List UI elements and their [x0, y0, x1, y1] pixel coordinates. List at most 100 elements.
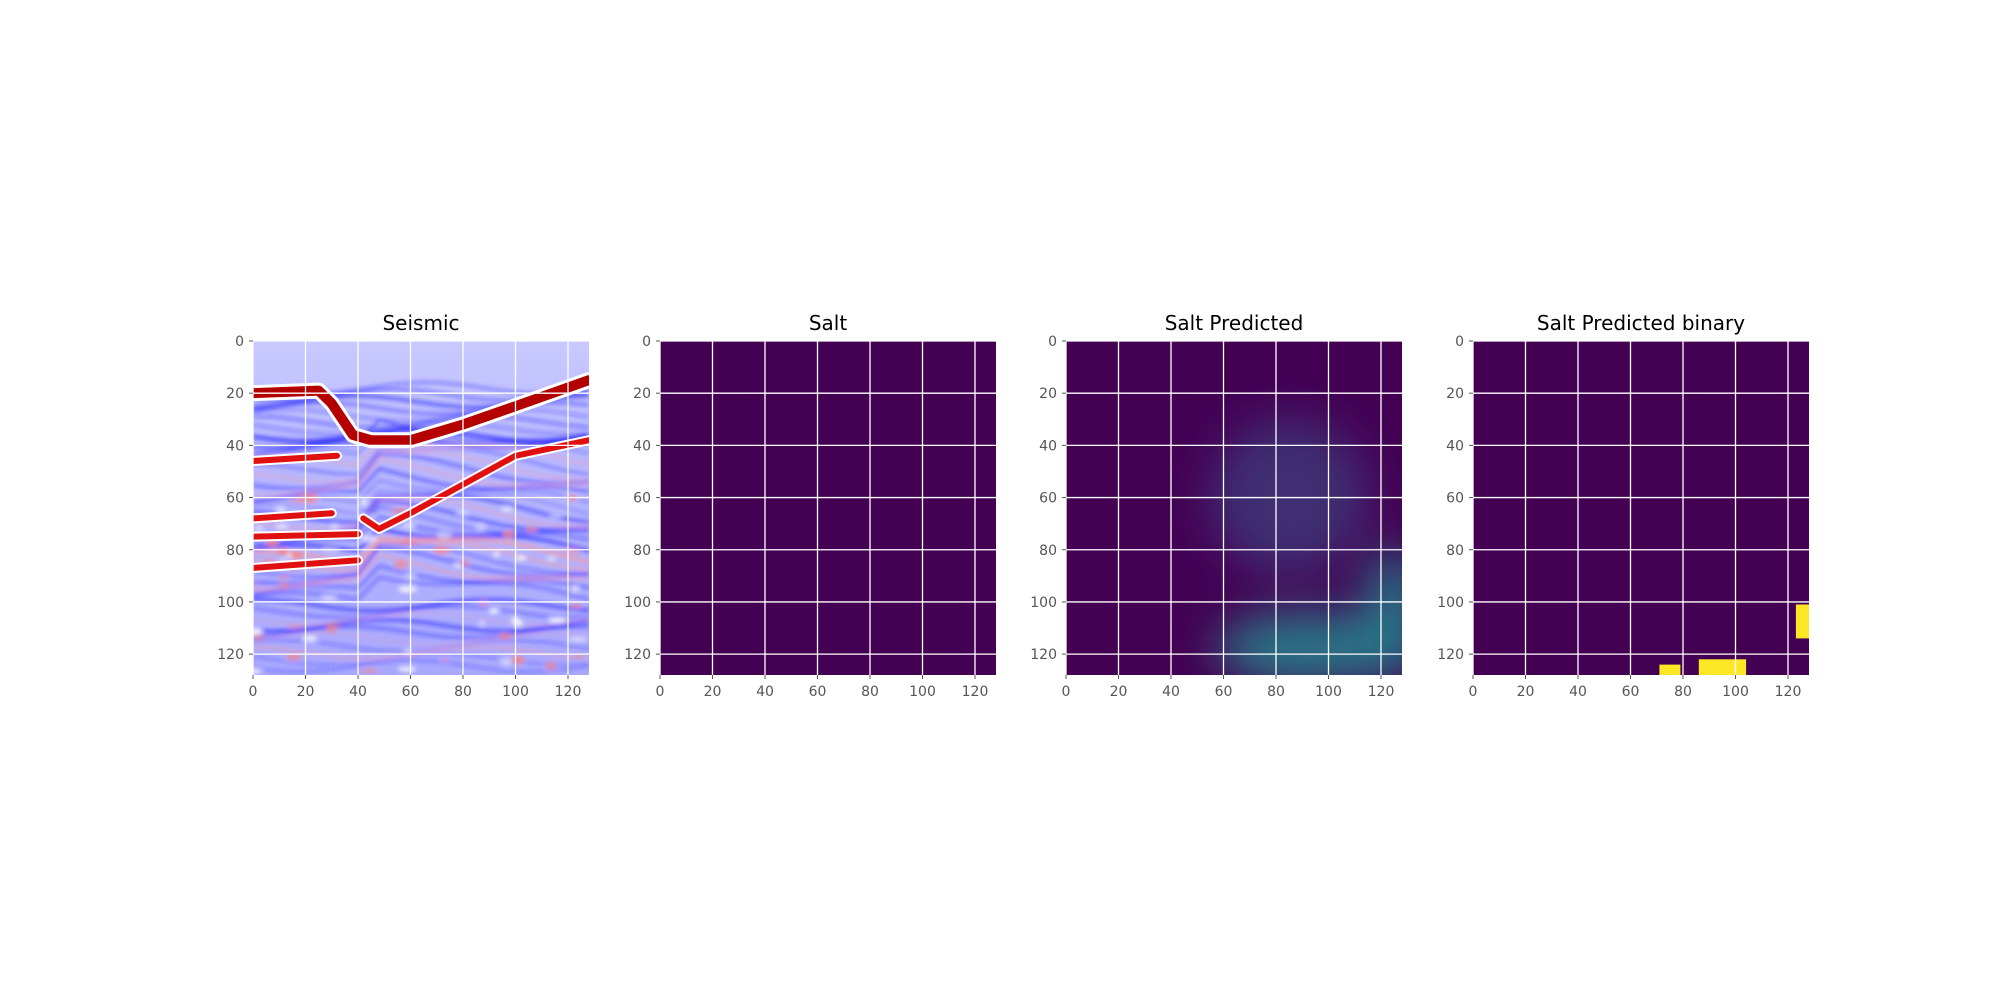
seismic-speck [361, 536, 377, 542]
x-tick-label: 100 [1722, 684, 1749, 700]
x-tick-label: 100 [502, 684, 529, 700]
x-tick-label: 100 [909, 684, 936, 700]
x-tick-label: 40 [756, 684, 774, 700]
panel-salt: Salt [660, 311, 996, 675]
seismic-speck [563, 548, 581, 555]
seismic-speck [394, 560, 408, 568]
seismic-speck [572, 586, 578, 591]
y-tick-label: 100 [217, 595, 244, 611]
seismic-speck [290, 552, 303, 560]
y-tick-label: 20 [1039, 386, 1057, 402]
panel-salt-predicted-binary: Salt Predicted binary [1473, 311, 1809, 675]
x-tick-label: 20 [297, 684, 315, 700]
seismic-speck [401, 540, 418, 545]
y-tick-label: 120 [1030, 647, 1057, 663]
seismic-speck [571, 603, 582, 608]
title-salt-predicted: Salt Predicted [1165, 311, 1304, 335]
y-tick-label: 100 [1030, 595, 1057, 611]
y-tick-label: 20 [633, 386, 651, 402]
seismic-speck [253, 634, 265, 641]
y-tick-label: 100 [1437, 595, 1464, 611]
seismic-speck [550, 514, 562, 518]
seismic-speck [402, 523, 415, 528]
salt-region [1659, 665, 1680, 675]
x-tick-label: 80 [1267, 684, 1285, 700]
seismic-speck [499, 634, 512, 640]
x-tick-label: 120 [1775, 684, 1802, 700]
seismic-speck [398, 667, 416, 672]
seismic-speck [442, 657, 448, 662]
x-tick-label: 40 [1162, 684, 1180, 700]
x-tick-label: 100 [1315, 684, 1342, 700]
x-tick-label: 60 [1622, 684, 1640, 700]
y-tick-label: 20 [226, 386, 244, 402]
seismic-speck [398, 586, 416, 593]
seismic-speck [479, 621, 485, 625]
seismic-speck [547, 557, 556, 561]
seismic-speck [287, 625, 305, 628]
salt-image [660, 341, 996, 675]
x-tick-label: 20 [704, 684, 722, 700]
y-tick-label: 40 [226, 438, 244, 454]
y-tick-label: 80 [633, 543, 651, 559]
seismic-speck [361, 499, 368, 506]
x-tick-label: 80 [861, 684, 879, 700]
y-tick-label: 0 [1048, 334, 1057, 350]
seismic-speck [460, 559, 470, 568]
seismic-speck [548, 617, 566, 622]
x-tick-label: 80 [1674, 684, 1692, 700]
y-tick-label: 120 [1437, 647, 1464, 663]
seismic-speck [515, 556, 526, 560]
y-tick-label: 80 [1446, 543, 1464, 559]
y-tick-label: 60 [633, 491, 651, 507]
seismic-speck [476, 524, 485, 530]
x-tick-label: 0 [249, 684, 258, 700]
y-tick-label: 40 [633, 438, 651, 454]
salt-predicted-binary-image [1473, 341, 1809, 675]
seismic-speck [500, 658, 512, 666]
x-tick-label: 60 [809, 684, 827, 700]
seismic-speck [545, 662, 556, 671]
y-tick-label: 120 [624, 647, 651, 663]
seismic-speck [278, 575, 289, 579]
y-tick-label: 60 [1446, 491, 1464, 507]
seismic-speck [281, 582, 287, 588]
seismic-speck [511, 655, 525, 664]
x-tick-label: 80 [454, 684, 472, 700]
x-tick-label: 40 [349, 684, 367, 700]
y-tick-label: 60 [226, 491, 244, 507]
x-tick-label: 0 [656, 684, 665, 700]
seismic-speck [503, 531, 514, 538]
x-tick-label: 20 [1110, 684, 1128, 700]
seismic-speck [361, 668, 378, 675]
seismic-speck [322, 596, 337, 600]
x-tick-label: 20 [1517, 684, 1535, 700]
seismic-speck [331, 525, 339, 529]
x-tick-label: 120 [1368, 684, 1395, 700]
y-tick-label: 0 [235, 334, 244, 350]
title-salt-predicted-binary: Salt Predicted binary [1537, 311, 1745, 335]
title-seismic: Seismic [382, 311, 459, 335]
x-tick-label: 60 [1215, 684, 1233, 700]
salt-region [1796, 605, 1809, 639]
y-tick-label: 80 [226, 543, 244, 559]
y-tick-label: 40 [1446, 438, 1464, 454]
seismic-speck [527, 526, 538, 532]
y-tick-label: 60 [1039, 491, 1057, 507]
y-tick-label: 0 [642, 334, 651, 350]
salt-region [1699, 659, 1746, 675]
seismic-speck [493, 551, 499, 557]
seismic-speck [489, 608, 499, 613]
y-tick-label: 100 [624, 595, 651, 611]
y-tick-label: 0 [1455, 334, 1464, 350]
x-tick-label: 40 [1569, 684, 1587, 700]
seismic-speck [568, 637, 587, 641]
x-tick-label: 60 [402, 684, 420, 700]
seismic-speck [286, 654, 301, 660]
title-salt: Salt [809, 311, 848, 335]
y-tick-label: 120 [217, 647, 244, 663]
x-tick-label: 120 [962, 684, 989, 700]
seismic-speck [480, 599, 487, 607]
panel-seismic: Seismic [247, 311, 589, 675]
